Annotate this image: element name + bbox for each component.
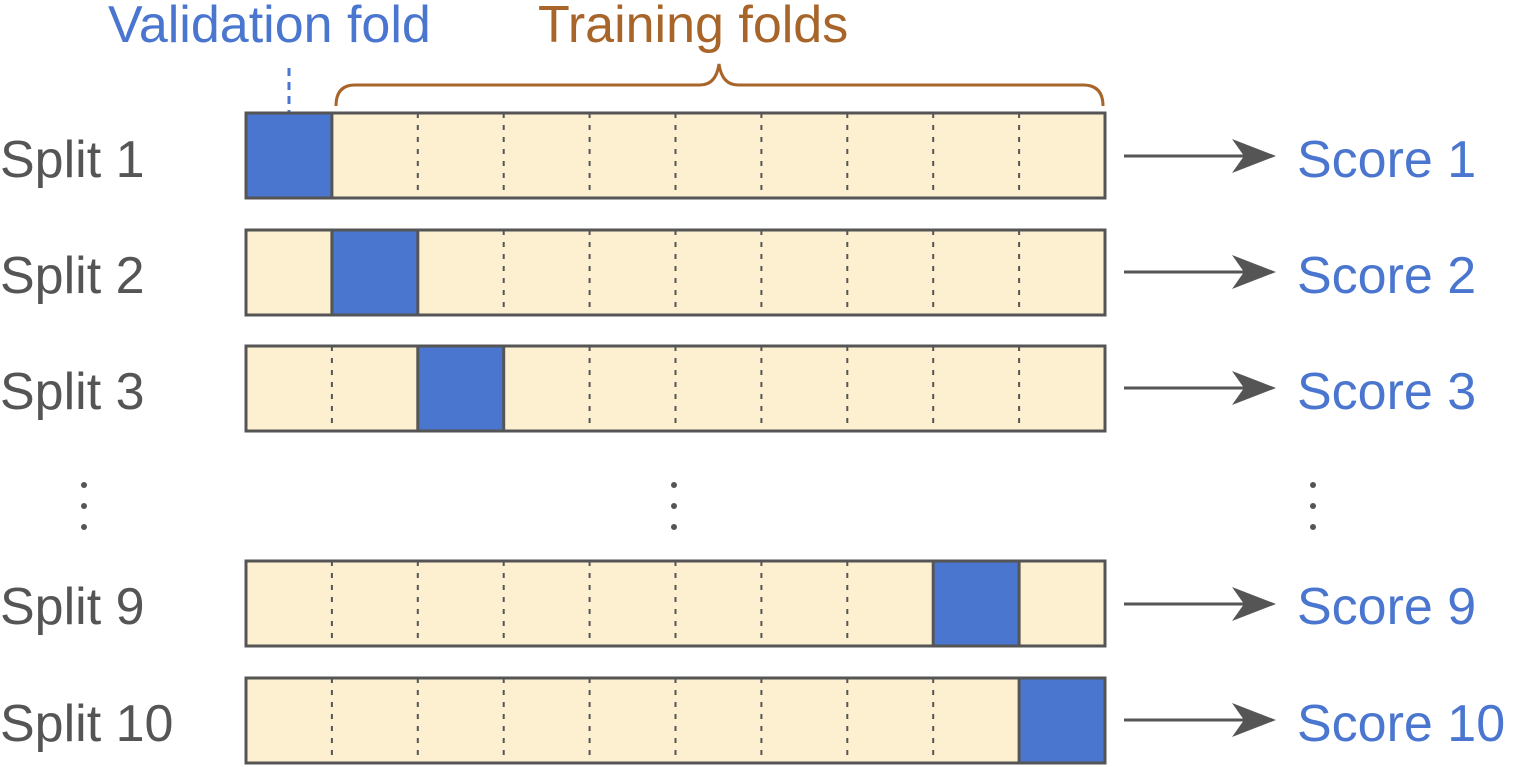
score-label: Score 9 [1297,578,1476,636]
ellipsis-right [1310,482,1316,530]
training-folds-label: Training folds [538,0,848,54]
fold-bar-border [244,559,1107,648]
arrow-icon [1124,587,1276,621]
ellipsis-left [81,482,87,530]
score-label: Score 10 [1297,695,1505,753]
fold-bar-border [244,228,1107,317]
validation-fold-cell [1017,676,1107,765]
arrow-icon [1124,703,1276,737]
arrow-icon [1124,371,1276,405]
fold-bar-border [244,344,1107,433]
fold-bar-border [244,111,1107,200]
split-row: Split 9 Score 9 [0,559,1476,648]
split-row: Split 3 Score 3 [0,344,1476,433]
validation-fold-cell [330,228,420,317]
split-row: Split 2 Score 2 [0,228,1476,317]
validation-fold-cell [416,344,506,433]
arrow-icon [1124,255,1276,289]
split-row: Split 10 Score 10 [0,676,1505,765]
validation-fold-cell [931,559,1021,648]
validation-fold-cell [244,111,334,200]
fold-bar [244,111,1107,200]
split-label: Split 10 [0,695,173,753]
split-row: Split 1 Score 1 [0,111,1476,200]
split-label: Split 3 [0,363,145,421]
ellipsis-center [671,482,677,530]
score-label: Score 2 [1297,247,1476,305]
fold-bar [244,228,1107,317]
fold-bar [244,559,1107,648]
arrow-head [1232,371,1276,405]
arrow-head [1232,587,1276,621]
fold-bar [244,344,1107,433]
score-label: Score 1 [1297,131,1476,189]
arrow-icon [1124,139,1276,173]
fold-bar-border [244,676,1107,765]
training-folds-brace [334,63,1105,107]
score-label: Score 3 [1297,363,1476,421]
validation-fold-label: Validation fold [108,0,431,54]
split-label: Split 9 [0,578,145,636]
arrow-head [1232,703,1276,737]
split-label: Split 1 [0,131,145,189]
arrow-head [1232,255,1276,289]
split-label: Split 2 [0,247,145,305]
arrow-head [1232,139,1276,173]
fold-bar [244,676,1107,765]
